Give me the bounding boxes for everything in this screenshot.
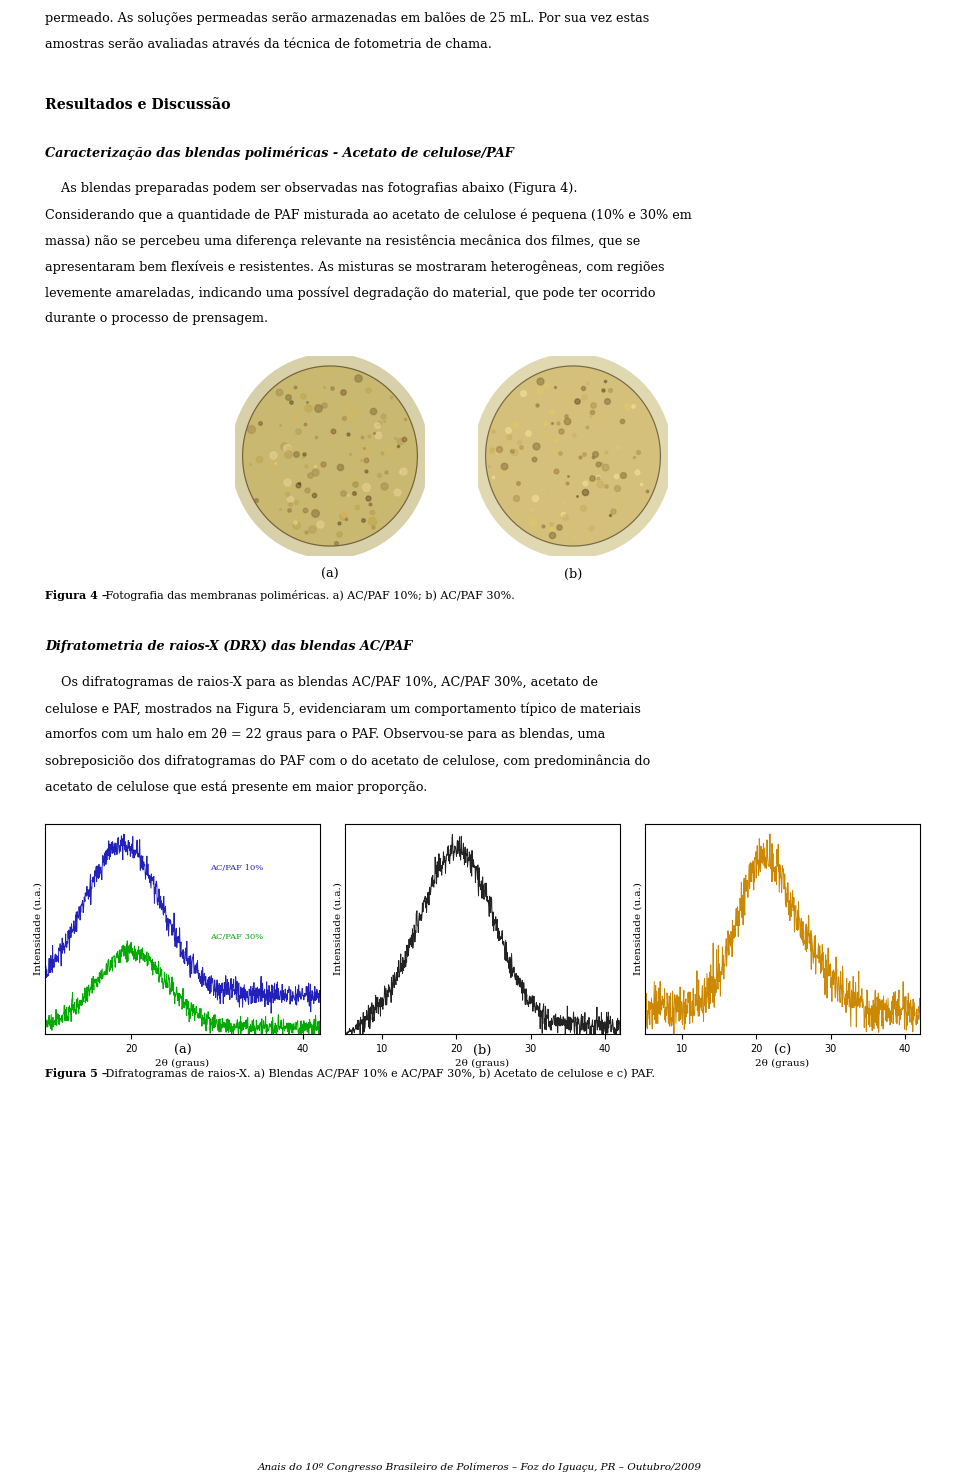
Text: sobreposiciõo dos difratogramas do PAF com o do acetato de celulose, com predomi: sobreposiciõo dos difratogramas do PAF c… bbox=[45, 754, 650, 768]
Polygon shape bbox=[243, 366, 418, 546]
Text: Difratometria de raios-X (DRX) das blendas AC/PAF: Difratometria de raios-X (DRX) das blend… bbox=[45, 641, 412, 652]
Text: As blendas preparadas podem ser observadas nas fotografias abaixo (Figura 4).: As blendas preparadas podem ser observad… bbox=[45, 182, 578, 195]
Text: Considerando que a quantidade de PAF misturada ao acetato de celulose é pequena : Considerando que a quantidade de PAF mis… bbox=[45, 208, 692, 221]
Text: permeado. As soluções permeadas serão armazenadas em balões de 25 mL. Por sua ve: permeado. As soluções permeadas serão ar… bbox=[45, 12, 649, 25]
Text: (b): (b) bbox=[564, 568, 582, 582]
Text: Resultados e Discussão: Resultados e Discussão bbox=[45, 97, 230, 112]
X-axis label: 2θ (graus): 2θ (graus) bbox=[156, 1060, 209, 1069]
Text: amorfos com um halo em 2θ = 22 graus para o PAF. Observou-se para as blendas, um: amorfos com um halo em 2θ = 22 graus par… bbox=[45, 728, 605, 741]
Text: (c): (c) bbox=[774, 1044, 791, 1057]
Text: celulose e PAF, mostrados na Figura 5, evidenciaram um comportamento típico de m: celulose e PAF, mostrados na Figura 5, e… bbox=[45, 703, 641, 716]
Text: Figura 4 –: Figura 4 – bbox=[45, 590, 108, 601]
Text: Figura 5 –: Figura 5 – bbox=[45, 1069, 108, 1079]
Text: AC/PAF 30%: AC/PAF 30% bbox=[210, 933, 263, 942]
Polygon shape bbox=[474, 354, 672, 558]
Text: Difratogramas de raios-X. a) Blendas AC/PAF 10% e AC/PAF 30%, b) Acetato de celu: Difratogramas de raios-X. a) Blendas AC/… bbox=[102, 1069, 655, 1079]
Text: (a): (a) bbox=[322, 568, 339, 582]
Polygon shape bbox=[486, 366, 660, 546]
Y-axis label: Intensidade (u.a.): Intensidade (u.a.) bbox=[634, 883, 642, 976]
Text: (a): (a) bbox=[174, 1044, 191, 1057]
Y-axis label: Intensidade (u.a.): Intensidade (u.a.) bbox=[333, 883, 342, 976]
Polygon shape bbox=[231, 354, 429, 558]
Text: durante o processo de prensagem.: durante o processo de prensagem. bbox=[45, 311, 268, 325]
Text: AC/PAF 10%: AC/PAF 10% bbox=[210, 865, 263, 872]
Text: Caracterização das blendas poliméricas - Acetato de celulose/PAF: Caracterização das blendas poliméricas -… bbox=[45, 146, 514, 159]
Text: (b): (b) bbox=[473, 1044, 492, 1057]
Text: levemente amareladas, indicando uma possível degradação do material, que pode te: levemente amareladas, indicando uma poss… bbox=[45, 286, 656, 300]
Text: amostras serão avaliadas através da técnica de fotometria de chama.: amostras serão avaliadas através da técn… bbox=[45, 38, 492, 52]
Text: acetato de celulose que está presente em maior proporção.: acetato de celulose que está presente em… bbox=[45, 779, 427, 794]
X-axis label: 2θ (graus): 2θ (graus) bbox=[756, 1060, 809, 1069]
X-axis label: 2θ (graus): 2θ (graus) bbox=[455, 1060, 510, 1069]
Text: Anais do 10º Congresso Brasileiro de Polímeros – Foz do Iguaçu, PR – Outubro/200: Anais do 10º Congresso Brasileiro de Pol… bbox=[258, 1463, 702, 1472]
Text: apresentaram bem flexíveis e resistentes. As misturas se mostraram heterogêneas,: apresentaram bem flexíveis e resistentes… bbox=[45, 260, 664, 273]
Y-axis label: Intensidade (u.a.): Intensidade (u.a.) bbox=[34, 883, 42, 976]
Text: Os difratogramas de raios-X para as blendas AC/PAF 10%, AC/PAF 30%, acetato de: Os difratogramas de raios-X para as blen… bbox=[45, 676, 598, 689]
Text: Fotografia das membranas poliméricas. a) AC/PAF 10%; b) AC/PAF 30%.: Fotografia das membranas poliméricas. a)… bbox=[102, 590, 515, 601]
Text: massa) não se percebeu uma diferença relevante na resistência mecânica dos filme: massa) não se percebeu uma diferença rel… bbox=[45, 235, 640, 248]
